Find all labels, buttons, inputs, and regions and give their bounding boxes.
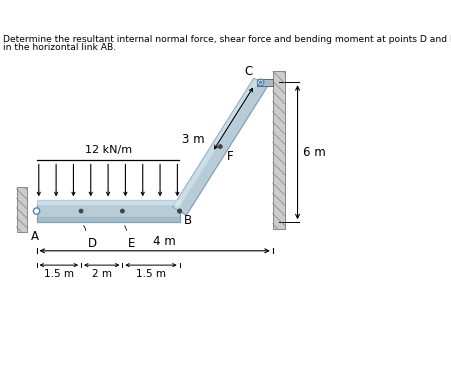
Text: B: B — [184, 214, 192, 227]
Polygon shape — [173, 78, 267, 215]
Text: D: D — [88, 237, 97, 250]
Polygon shape — [173, 78, 259, 210]
Text: A: A — [31, 230, 39, 243]
Circle shape — [178, 209, 182, 213]
Circle shape — [218, 145, 222, 149]
Text: 4 m: 4 m — [153, 235, 175, 248]
Text: E: E — [128, 237, 135, 250]
Text: F: F — [227, 150, 233, 163]
Polygon shape — [37, 200, 179, 222]
Polygon shape — [257, 79, 273, 86]
Circle shape — [258, 79, 264, 86]
Circle shape — [120, 209, 124, 213]
Text: 1.5 m: 1.5 m — [44, 269, 74, 279]
Circle shape — [79, 209, 83, 213]
Text: 1.5 m: 1.5 m — [136, 269, 166, 279]
Polygon shape — [17, 187, 27, 232]
Polygon shape — [273, 71, 285, 228]
Text: 12 kN/m: 12 kN/m — [84, 146, 132, 156]
Text: 2 m: 2 m — [92, 269, 112, 279]
Circle shape — [33, 208, 40, 214]
Text: 3 m: 3 m — [182, 133, 205, 146]
Text: Determine the resultant internal normal force, shear force and bending moment at: Determine the resultant internal normal … — [3, 35, 451, 44]
Circle shape — [259, 81, 262, 84]
Text: 6 m: 6 m — [303, 146, 326, 159]
Text: C: C — [244, 65, 253, 78]
Text: in the horizontal link AB.: in the horizontal link AB. — [3, 43, 116, 51]
